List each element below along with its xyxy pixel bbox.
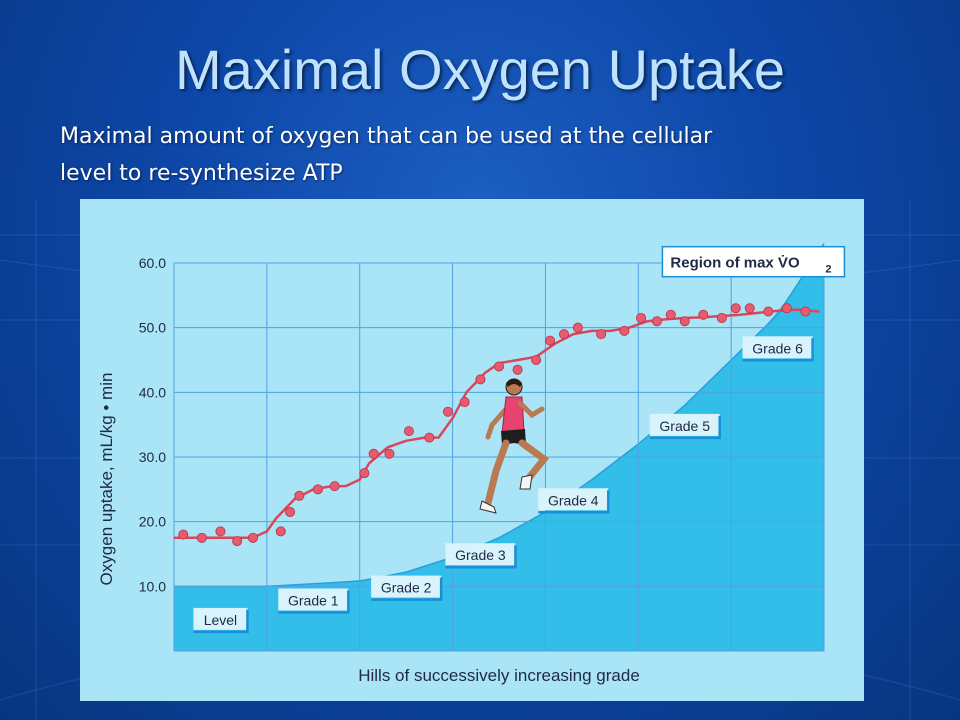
data-point xyxy=(545,335,556,346)
grade-label: Grade 6 xyxy=(752,340,803,356)
grade-label-bracket xyxy=(278,590,350,614)
slide-title: Maximal Oxygen Uptake xyxy=(174,38,785,101)
data-point xyxy=(215,526,226,537)
slide-subtitle: Maximal amount of oxygen that can be use… xyxy=(60,118,900,192)
data-point xyxy=(651,316,662,327)
grade-label-bracket xyxy=(445,545,517,569)
data-point xyxy=(596,329,607,340)
data-point xyxy=(512,364,523,375)
oxygen-uptake-figure: 60.0 50.0 40.0 30.0 20.0 10.0 Oxygen uptake, m… xyxy=(80,199,864,701)
data-point xyxy=(232,536,243,547)
grade-label-box xyxy=(538,488,609,511)
grade-label-bracket xyxy=(742,338,814,362)
grade-label: Grade 3 xyxy=(455,547,506,563)
data-point xyxy=(359,468,370,479)
data-point xyxy=(475,374,486,385)
data-point xyxy=(403,426,414,437)
oxygen-uptake-chart: 60.0 50.0 40.0 30.0 20.0 10.0 Oxygen uptake, m… xyxy=(80,199,864,701)
subtitle-line-2: level to re-synthesize ATP xyxy=(60,161,343,186)
grade-label: Grade 1 xyxy=(288,593,339,609)
grade-label-box xyxy=(371,575,442,598)
grade-label: Grade 2 xyxy=(381,580,432,596)
y-tick-label: 30.0 xyxy=(139,449,166,465)
y-tick-label: 20.0 xyxy=(139,514,166,530)
grade-label: Grade 4 xyxy=(548,492,599,508)
grade-label-box xyxy=(445,543,516,566)
y-tick-label: 50.0 xyxy=(139,320,166,336)
data-point xyxy=(329,481,340,492)
grade-label-bracket xyxy=(193,609,249,634)
y-tick-label: 10.0 xyxy=(139,578,166,594)
data-point xyxy=(730,303,741,314)
data-point xyxy=(178,529,189,540)
data-point xyxy=(312,484,323,495)
data-point xyxy=(368,448,379,459)
x-axis-label: Hills of successively increasing grade xyxy=(358,666,640,685)
data-point xyxy=(275,526,286,537)
grade-label: Grade 5 xyxy=(659,418,710,434)
data-point xyxy=(744,303,755,314)
grade-label-box xyxy=(278,588,349,611)
data-point xyxy=(800,306,811,317)
data-point xyxy=(384,448,395,459)
annotation-text: Region of max V̇O xyxy=(670,255,800,272)
plot-frame xyxy=(173,262,825,652)
grade-label-box xyxy=(193,607,248,630)
data-point xyxy=(459,397,470,408)
grade-label-bracket xyxy=(371,577,443,601)
y-tick-label: 60.0 xyxy=(139,255,166,271)
data-point xyxy=(572,322,583,333)
data-point xyxy=(698,309,709,320)
data-point xyxy=(763,306,774,317)
runner-illustration xyxy=(479,378,550,514)
data-point xyxy=(679,316,690,327)
grade-profile-area xyxy=(174,243,824,651)
data-point xyxy=(196,532,207,543)
data-point xyxy=(781,303,792,314)
grade-label-box xyxy=(649,413,720,436)
data-point xyxy=(294,490,305,501)
annotation-box xyxy=(661,245,846,278)
data-point xyxy=(619,325,630,336)
data-point xyxy=(716,312,727,323)
grade-label-bracket xyxy=(649,415,721,440)
data-point xyxy=(558,329,569,340)
data-point xyxy=(665,309,676,320)
data-point xyxy=(442,406,453,417)
data-point xyxy=(636,312,647,323)
data-point xyxy=(424,432,435,443)
y-tick-label: 40.0 xyxy=(139,384,166,400)
grade-label-bracket xyxy=(538,490,610,514)
y-axis-label: Oxygen uptake, mL/kg • min xyxy=(97,373,116,586)
grade-label-box xyxy=(742,336,813,359)
annotation-subscript: 2 xyxy=(825,264,831,276)
data-point xyxy=(247,532,258,543)
subtitle-line-1: Maximal amount of oxygen that can be use… xyxy=(60,124,713,149)
data-point xyxy=(493,361,504,372)
data-point xyxy=(531,354,542,365)
data-point xyxy=(285,506,296,517)
grade-label: Level xyxy=(204,612,237,628)
